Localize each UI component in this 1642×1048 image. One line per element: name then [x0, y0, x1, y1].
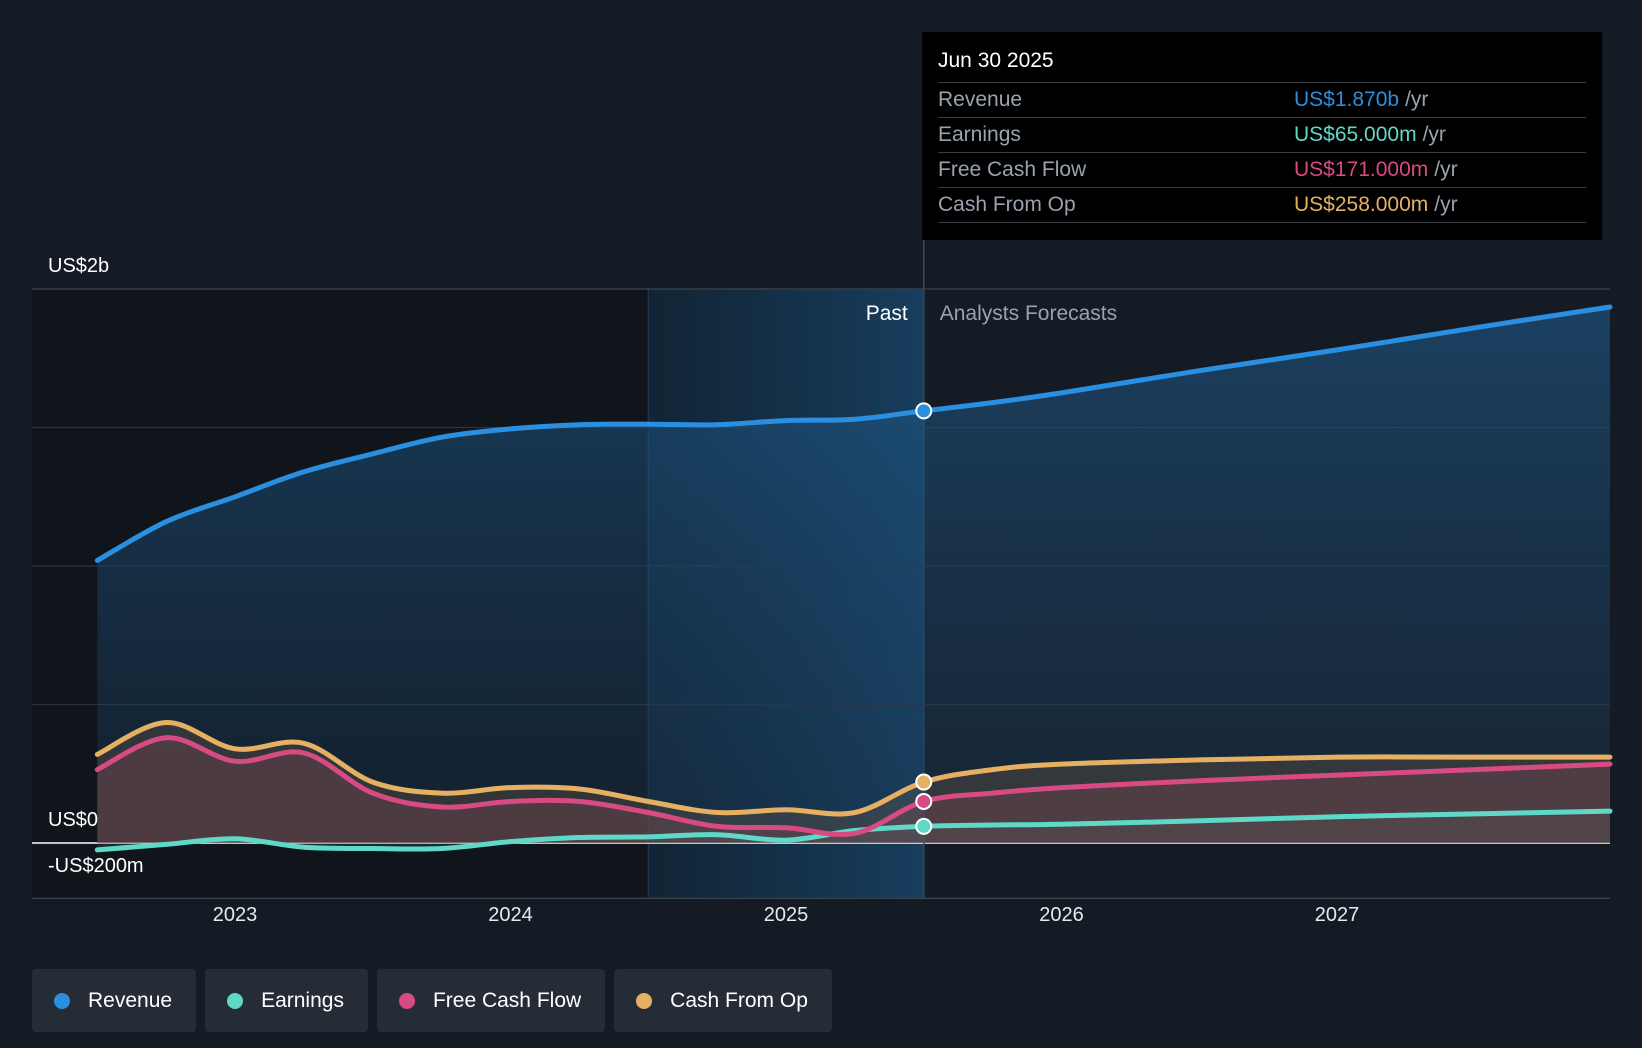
region-label-forecast: Analysts Forecasts	[940, 302, 1117, 325]
tooltip-row-value: US$65.000m	[1294, 123, 1417, 146]
legend-item-revenue[interactable]: Revenue	[32, 969, 197, 1032]
tooltip-row-earnings: Earnings US$65.000m /yr	[938, 118, 1586, 153]
legend-label: Free Cash Flow	[432, 988, 582, 1012]
tooltip-date: Jun 30 2025	[938, 48, 1586, 83]
region-label-past: Past	[866, 302, 908, 325]
tooltip-row-value: US$171.000m	[1294, 158, 1429, 181]
marker-revenue	[915, 402, 933, 420]
legend-dot-icon	[227, 992, 244, 1009]
series-markers	[915, 402, 933, 835]
tooltip-row-name: Free Cash Flow	[938, 158, 1087, 181]
y-tick-label-top: US$2b	[48, 255, 109, 277]
series-areas	[97, 307, 1610, 850]
series-lines	[94, 304, 1613, 853]
line-cash-from-op	[94, 719, 1613, 817]
marker-free-cash-flow	[915, 792, 933, 810]
x-tick-label: 2026	[1039, 904, 1084, 926]
x-tick-label: 2025	[764, 904, 809, 926]
x-tick-label: 2023	[213, 904, 258, 926]
tooltip-row-revenue: Revenue US$1.870b /yr	[938, 83, 1586, 118]
tooltip-row-unit: /yr	[1434, 158, 1458, 181]
legend-label: Cash From Op	[670, 988, 808, 1012]
legend-item-earnings[interactable]: Earnings	[205, 969, 368, 1032]
tooltip: Jun 30 2025 Revenue US$1.870b /yr Earnin…	[922, 32, 1602, 240]
tooltip-row-value: US$258.000m	[1294, 193, 1429, 216]
marker-earnings	[915, 817, 933, 835]
legend-item-cash-from-op[interactable]: Cash From Op	[614, 969, 832, 1032]
y-tick-label-zero: US$0	[48, 809, 98, 831]
tooltip-row-unit: /yr	[1405, 88, 1429, 111]
area-cash-from-op	[97, 722, 1610, 843]
legend-label: Revenue	[88, 988, 173, 1012]
legend: Revenue Earnings Free Cash Flow Cash Fro…	[32, 969, 832, 1032]
area-free-cash-flow	[97, 737, 1610, 843]
tooltip-row-value: US$1.870b	[1294, 88, 1400, 111]
line-revenue	[94, 304, 1613, 563]
area-revenue	[97, 307, 1610, 843]
x-tick-label: 2027	[1315, 904, 1360, 926]
legend-label: Earnings	[261, 988, 344, 1012]
tooltip-row-cash-from-op: Cash From Op US$258.000m /yr	[938, 188, 1586, 223]
line-free-cash-flow	[94, 735, 1613, 838]
axis-labels: 2023 2024 2025 2026 2027 US$2b US$0 -US$200m Pas…	[48, 255, 1359, 926]
y-tick-label-bottom: -US$200m	[48, 855, 144, 877]
tooltip-row-name: Earnings	[938, 123, 1021, 146]
tooltip-row-name: Revenue	[938, 88, 1023, 111]
legend-dot-icon	[398, 992, 415, 1009]
x-tick-label: 2024	[488, 904, 533, 926]
tooltip-row-unit: /yr	[1434, 193, 1458, 216]
tooltip-row-free-cash-flow: Free Cash Flow US$171.000m /yr	[938, 153, 1586, 188]
tooltip-row-unit: /yr	[1422, 123, 1446, 146]
legend-dot-icon	[54, 992, 70, 1009]
marker-cash-from-op	[915, 773, 933, 791]
legend-item-free-cash-flow[interactable]: Free Cash Flow	[376, 969, 606, 1032]
line-earnings	[94, 808, 1613, 853]
legend-dot-icon	[636, 992, 653, 1009]
tooltip-row-name: Cash From Op	[938, 193, 1076, 216]
